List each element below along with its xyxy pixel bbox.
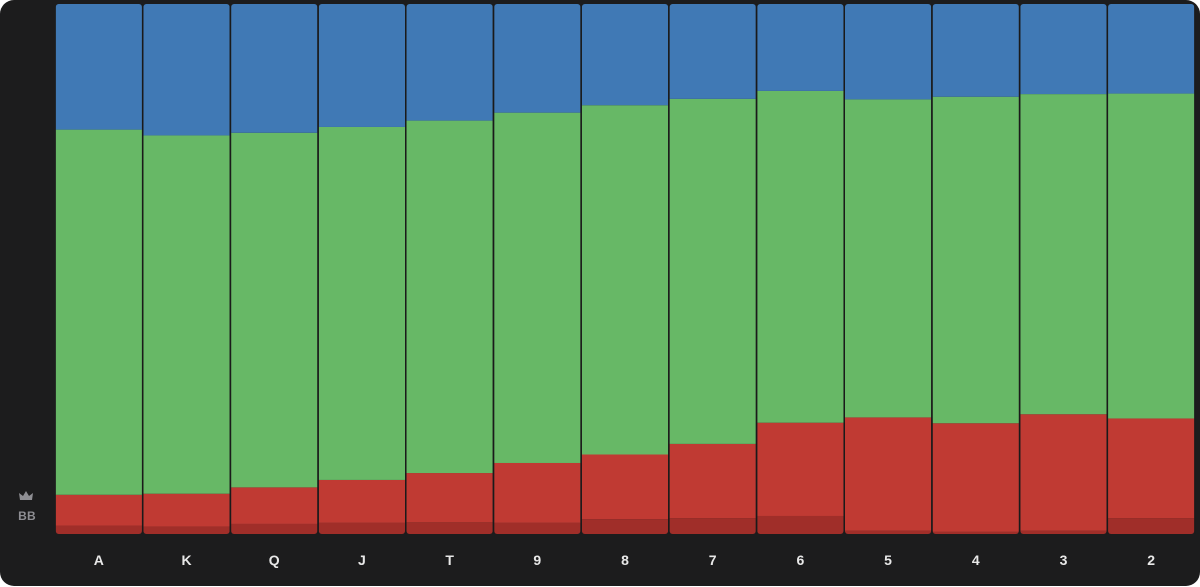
x-tick-label-Q: Q <box>269 552 280 568</box>
bar-segment-7-2 <box>669 98 756 444</box>
bar-segment-6-1 <box>757 422 844 516</box>
bar-segment-T-1 <box>406 473 493 523</box>
big-blind-label: BB <box>18 509 36 523</box>
bar-segment-6-0 <box>757 515 844 534</box>
x-tick-label-J: J <box>358 552 366 568</box>
bar-column-9[interactable] <box>494 4 581 534</box>
bar-segment-K-0 <box>143 526 230 534</box>
bar-segment-A-1 <box>55 494 142 526</box>
bar-column-8[interactable] <box>581 4 669 534</box>
bar-segment-Q-3 <box>231 4 318 133</box>
bar-segment-8-3 <box>581 4 669 106</box>
y-axis: BB <box>0 0 54 586</box>
bar-segment-5-3 <box>844 4 932 100</box>
bar-column-7[interactable] <box>669 4 756 534</box>
bar-segment-2-2 <box>1108 93 1195 419</box>
bar-segment-8-2 <box>581 105 669 455</box>
x-tick-label-2: 2 <box>1147 552 1155 568</box>
x-tick-label-3: 3 <box>1060 552 1068 568</box>
bar-segment-9-0 <box>494 522 581 534</box>
x-tick-label-6: 6 <box>796 552 804 568</box>
x-tick-label-T: T <box>445 552 454 568</box>
bar-segment-4-1 <box>932 423 1019 532</box>
bar-column-4[interactable] <box>932 4 1019 534</box>
bar-segment-5-2 <box>844 99 932 418</box>
bar-column-3[interactable] <box>1020 4 1107 534</box>
bar-segment-8-1 <box>581 454 669 520</box>
bar-segment-A-3 <box>55 4 142 130</box>
x-tick-label-7: 7 <box>709 552 717 568</box>
bar-segment-7-0 <box>669 518 756 534</box>
bar-segment-Q-2 <box>231 132 318 488</box>
bar-segment-2-0 <box>1108 518 1195 534</box>
bar-segment-T-0 <box>406 522 493 534</box>
bar-segment-8-0 <box>581 519 669 534</box>
bar-segment-9-3 <box>494 4 581 113</box>
bar-segment-K-2 <box>143 135 230 494</box>
bar-segment-7-1 <box>669 443 756 519</box>
bar-segment-J-1 <box>318 479 406 523</box>
x-tick-label-4: 4 <box>972 552 980 568</box>
bar-segment-6-3 <box>757 4 844 91</box>
bar-segment-7-3 <box>669 4 756 99</box>
bar-column-A[interactable] <box>55 4 142 534</box>
bar-segment-4-3 <box>932 4 1019 97</box>
bar-segment-4-0 <box>932 531 1019 534</box>
bar-column-2[interactable] <box>1108 4 1195 534</box>
bar-segment-3-3 <box>1020 4 1107 95</box>
bar-segment-K-3 <box>143 4 230 136</box>
bar-column-Q[interactable] <box>231 4 318 534</box>
bar-segment-2-1 <box>1108 418 1195 519</box>
bar-segment-K-1 <box>143 493 230 527</box>
bar-segment-A-2 <box>55 129 142 495</box>
bar-segment-9-1 <box>494 462 581 523</box>
bar-segment-Q-1 <box>231 487 318 524</box>
bar-segment-4-2 <box>932 96 1019 424</box>
bar-segment-A-0 <box>55 525 142 534</box>
x-tick-label-5: 5 <box>884 552 892 568</box>
bar-segment-2-3 <box>1108 4 1195 94</box>
crown-icon <box>19 491 33 500</box>
bar-segment-J-3 <box>318 4 406 127</box>
bar-segment-T-3 <box>406 4 493 121</box>
bar-column-J[interactable] <box>318 4 406 534</box>
bar-segment-J-0 <box>318 522 406 534</box>
bar-segment-Q-0 <box>231 523 318 534</box>
bar-segment-5-1 <box>844 417 932 531</box>
bar-column-T[interactable] <box>406 4 493 534</box>
bar-segment-J-2 <box>318 126 406 480</box>
x-tick-label-K: K <box>181 552 191 568</box>
x-tick-label-A: A <box>94 552 104 568</box>
bar-segment-5-0 <box>844 530 932 534</box>
x-tick-label-8: 8 <box>621 552 629 568</box>
bar-segment-9-2 <box>494 112 581 463</box>
bar-segment-3-1 <box>1020 414 1107 531</box>
bar-column-K[interactable] <box>143 4 230 534</box>
bar-segment-3-0 <box>1020 530 1107 534</box>
bar-segment-6-2 <box>757 90 844 423</box>
x-tick-label-9: 9 <box>533 552 541 568</box>
bar-column-5[interactable] <box>844 4 932 534</box>
bar-segment-T-2 <box>406 120 493 474</box>
bar-column-6[interactable] <box>757 4 844 534</box>
bar-segment-3-2 <box>1020 94 1107 415</box>
